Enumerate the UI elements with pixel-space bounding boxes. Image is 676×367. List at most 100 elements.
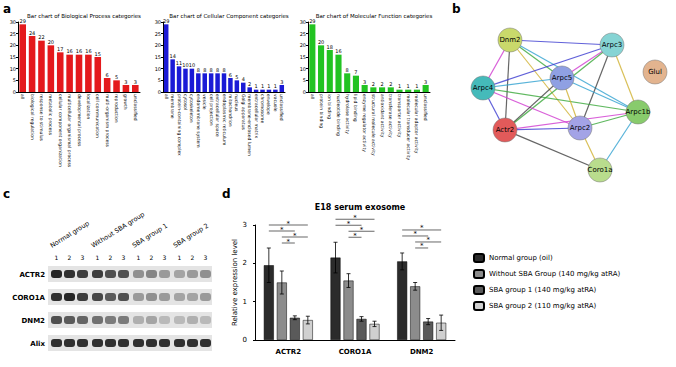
svg-text:22: 22 <box>38 34 44 40</box>
svg-text:vesicle: vesicle <box>202 94 207 110</box>
svg-text:Golgi apparatus: Golgi apparatus <box>241 94 246 130</box>
svg-text:1: 1 <box>178 254 182 261</box>
svg-text:ACTR2: ACTR2 <box>19 271 45 279</box>
svg-text:16: 16 <box>76 48 82 54</box>
svg-text:Relative expression level: Relative expression level <box>231 239 239 326</box>
svg-text:1: 1 <box>243 298 247 306</box>
svg-text:Normal group (oil): Normal group (oil) <box>489 254 553 262</box>
svg-text:Bar chart of Cellular Componen: Bar chart of Cellular Component categori… <box>169 13 289 20</box>
svg-text:2: 2 <box>68 254 72 261</box>
svg-text:chromosome: chromosome <box>260 94 265 123</box>
svg-text:16: 16 <box>66 48 72 54</box>
svg-text:2: 2 <box>109 254 113 261</box>
svg-text:Bar chart of Biological Proces: Bar chart of Biological Process categori… <box>27 13 141 20</box>
svg-text:3: 3 <box>243 221 247 229</box>
svg-text:1: 1 <box>96 254 100 261</box>
svg-text:20: 20 <box>300 42 306 48</box>
svg-text:protein binding: protein binding <box>319 94 324 128</box>
svg-text:29: 29 <box>20 18 26 24</box>
svg-text:3: 3 <box>122 254 126 261</box>
svg-text:transferase activity: transferase activity <box>388 94 393 138</box>
svg-text:20: 20 <box>318 39 324 45</box>
svg-text:25: 25 <box>10 31 16 37</box>
svg-text:8: 8 <box>346 67 349 73</box>
svg-text:molecular transducer activity: molecular transducer activity <box>406 94 411 160</box>
svg-text:15: 15 <box>300 54 306 60</box>
svg-text:CORO1A: CORO1A <box>339 348 372 356</box>
svg-text:Normal group: Normal group <box>49 219 91 249</box>
svg-text:E18 serum exosome: E18 serum exosome <box>315 203 406 212</box>
svg-text:transporter activity: transporter activity <box>397 94 402 138</box>
svg-text:20: 20 <box>155 42 161 48</box>
svg-text:Dnm2: Dnm2 <box>499 36 520 44</box>
svg-text:8: 8 <box>210 67 213 73</box>
svg-text:a: a <box>3 2 11 16</box>
svg-text:5: 5 <box>13 77 16 83</box>
svg-text:5: 5 <box>158 77 161 83</box>
svg-text:1: 1 <box>261 83 264 89</box>
svg-text:*: * <box>420 224 424 232</box>
svg-text:1: 1 <box>407 83 410 89</box>
svg-text:extracellular space: extracellular space <box>215 94 220 137</box>
svg-text:2: 2 <box>243 259 247 267</box>
svg-text:3: 3 <box>81 254 85 261</box>
svg-text:Arpc4: Arpc4 <box>473 84 494 92</box>
svg-text:3: 3 <box>363 79 366 85</box>
svg-text:Arpc5: Arpc5 <box>552 74 572 82</box>
svg-text:30: 30 <box>10 19 16 25</box>
svg-text:1: 1 <box>137 254 141 261</box>
svg-text:hydrolase activity: hydrolase activity <box>345 94 350 134</box>
svg-text:biological regulation: biological regulation <box>30 94 35 140</box>
svg-text:15: 15 <box>95 51 101 57</box>
svg-text:24: 24 <box>29 30 35 36</box>
svg-text:25: 25 <box>300 31 306 37</box>
svg-text:nucleotide binding: nucleotide binding <box>336 94 341 136</box>
svg-text:8: 8 <box>222 67 225 73</box>
svg-text:*: * <box>353 232 357 240</box>
svg-text:growth: growth <box>123 94 128 110</box>
svg-text:SBA group 1: SBA group 1 <box>131 222 169 250</box>
svg-text:20: 20 <box>10 42 16 48</box>
svg-text:5: 5 <box>235 74 238 80</box>
svg-text:unclassified: unclassified <box>279 94 284 121</box>
svg-text:metabolic process: metabolic process <box>48 94 53 136</box>
svg-text:8: 8 <box>197 67 200 73</box>
svg-text:14: 14 <box>169 53 175 59</box>
svg-text:16: 16 <box>85 48 91 54</box>
svg-text:Coro1a: Coro1a <box>588 166 613 174</box>
svg-text:3: 3 <box>134 79 137 85</box>
svg-text:protein-containing complex: protein-containing complex <box>177 94 182 156</box>
svg-text:envelope: envelope <box>266 94 271 115</box>
svg-text:0: 0 <box>13 89 16 95</box>
svg-text:2: 2 <box>380 81 383 87</box>
svg-text:1: 1 <box>55 254 59 261</box>
svg-text:17: 17 <box>57 46 63 52</box>
svg-text:Alix: Alix <box>30 340 45 348</box>
svg-text:molecular adaptor activity: molecular adaptor activity <box>414 94 419 154</box>
svg-text:*: * <box>287 220 291 228</box>
svg-text:Without SBA Group (140 mg/kg a: Without SBA Group (140 mg/kg atRA) <box>489 270 620 278</box>
svg-text:CORO1A: CORO1A <box>12 294 45 302</box>
svg-text:25: 25 <box>155 31 161 37</box>
svg-text:30: 30 <box>300 19 306 25</box>
svg-text:Glul: Glul <box>648 68 662 76</box>
svg-text:all: all <box>310 94 315 99</box>
svg-text:cell projection: cell projection <box>209 94 214 126</box>
svg-text:2: 2 <box>150 254 154 261</box>
svg-text:1: 1 <box>415 83 418 89</box>
svg-text:4: 4 <box>242 76 245 82</box>
svg-text:enzyme regulator activity: enzyme regulator activity <box>362 94 367 152</box>
svg-text:*: * <box>293 232 297 240</box>
svg-text:0: 0 <box>303 89 306 95</box>
svg-text:10: 10 <box>182 62 188 68</box>
svg-text:unclassified: unclassified <box>133 94 138 121</box>
svg-text:30: 30 <box>155 19 161 25</box>
svg-text:1: 1 <box>274 83 277 89</box>
svg-text:extracellular matrix: extracellular matrix <box>254 94 259 139</box>
svg-text:cellular component organizatio: cellular component organization <box>58 94 63 167</box>
svg-text:DNM2: DNM2 <box>410 348 434 356</box>
svg-text:2: 2 <box>191 254 195 261</box>
svg-text:Arpc2: Arpc2 <box>570 124 590 132</box>
svg-text:2: 2 <box>372 81 375 87</box>
svg-text:*: * <box>347 220 351 228</box>
